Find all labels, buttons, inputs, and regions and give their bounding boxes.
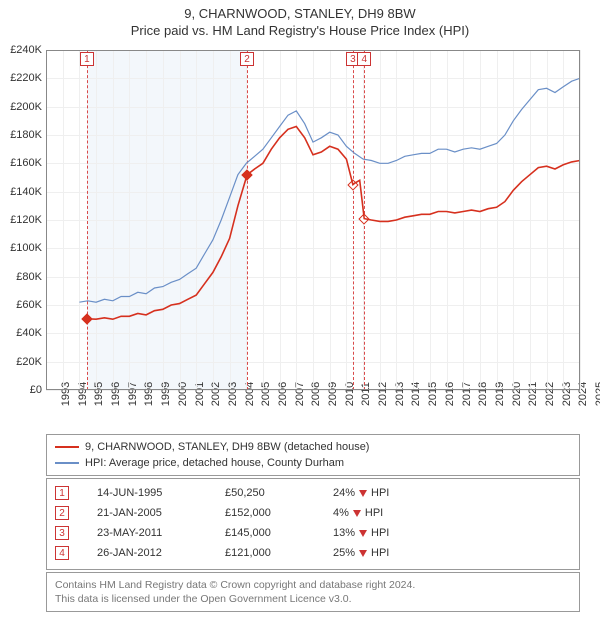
event-delta: 4% HPI (333, 503, 413, 523)
events-table: 1 14-JUN-1995 £50,250 24% HPI 2 21-JAN-2005 £15… (46, 478, 580, 570)
footer-line-1: Contains HM Land Registry data © Crown c… (55, 578, 571, 592)
y-axis-label: £60K (16, 299, 42, 311)
series-line (87, 127, 580, 320)
event-price: £145,000 (225, 523, 305, 543)
chart-container: 9, CHARNWOOD, STANLEY, DH9 8BW Price pai… (0, 0, 600, 620)
event-delta-pct: 25% (333, 543, 355, 563)
x-axis-label: 2025 (580, 382, 600, 406)
event-date: 23-MAY-2011 (97, 523, 197, 543)
series-lines (46, 50, 580, 390)
y-axis-label: £40K (16, 327, 42, 339)
footer-attribution: Contains HM Land Registry data © Crown c… (46, 572, 580, 612)
event-delta-pct: 24% (333, 483, 355, 503)
event-number-box: 2 (55, 506, 69, 520)
y-axis-label: £100K (10, 242, 42, 254)
event-delta-suffix: HPI (365, 503, 383, 523)
y-axis-label: £120K (10, 214, 42, 226)
event-row: 1 14-JUN-1995 £50,250 24% HPI (55, 483, 571, 503)
legend-row: 9, CHARNWOOD, STANLEY, DH9 8BW (detached… (55, 439, 571, 455)
event-delta: 24% HPI (333, 483, 413, 503)
event-delta: 25% HPI (333, 543, 413, 563)
y-axis-label: £20K (16, 356, 42, 368)
event-price: £152,000 (225, 503, 305, 523)
chart-area: £0£20K£40K£60K£80K£100K£120K£140K£160K£1… (46, 50, 580, 390)
event-date: 21-JAN-2005 (97, 503, 197, 523)
arrow-down-icon (359, 490, 367, 497)
event-delta-pct: 13% (333, 523, 355, 543)
event-date: 26-JAN-2012 (97, 543, 197, 563)
y-axis-label: £160K (10, 157, 42, 169)
series-line (79, 78, 580, 302)
y-axis-label: £240K (10, 44, 42, 56)
event-delta: 13% HPI (333, 523, 413, 543)
event-delta-suffix: HPI (371, 543, 389, 563)
event-delta-suffix: HPI (371, 483, 389, 503)
y-axis-label: £220K (10, 72, 42, 84)
arrow-down-icon (359, 550, 367, 557)
event-number-box: 4 (55, 546, 69, 560)
event-delta-pct: 4% (333, 503, 349, 523)
event-number-box: 1 (55, 486, 69, 500)
legend: 9, CHARNWOOD, STANLEY, DH9 8BW (detached… (46, 434, 580, 476)
legend-swatch (55, 446, 79, 448)
y-axis-label: £180K (10, 129, 42, 141)
legend-label: HPI: Average price, detached house, Coun… (85, 455, 344, 471)
event-number-box: 3 (55, 526, 69, 540)
title-sub: Price paid vs. HM Land Registry's House … (0, 23, 600, 38)
title-main: 9, CHARNWOOD, STANLEY, DH9 8BW (0, 6, 600, 21)
y-axis-label: £0 (30, 384, 42, 396)
legend-swatch (55, 462, 79, 464)
y-axis-label: £140K (10, 186, 42, 198)
y-axis-label: £80K (16, 271, 42, 283)
gridline-v (580, 50, 581, 390)
arrow-down-icon (353, 510, 361, 517)
event-date: 14-JUN-1995 (97, 483, 197, 503)
event-price: £50,250 (225, 483, 305, 503)
legend-label: 9, CHARNWOOD, STANLEY, DH9 8BW (detached… (85, 439, 369, 455)
event-row: 2 21-JAN-2005 £152,000 4% HPI (55, 503, 571, 523)
title-block: 9, CHARNWOOD, STANLEY, DH9 8BW Price pai… (0, 0, 600, 38)
footer-line-2: This data is licensed under the Open Gov… (55, 592, 571, 606)
event-row: 3 23-MAY-2011 £145,000 13% HPI (55, 523, 571, 543)
event-price: £121,000 (225, 543, 305, 563)
y-axis-label: £200K (10, 101, 42, 113)
arrow-down-icon (359, 530, 367, 537)
event-delta-suffix: HPI (371, 523, 389, 543)
legend-row: HPI: Average price, detached house, Coun… (55, 455, 571, 471)
event-row: 4 26-JAN-2012 £121,000 25% HPI (55, 543, 571, 563)
